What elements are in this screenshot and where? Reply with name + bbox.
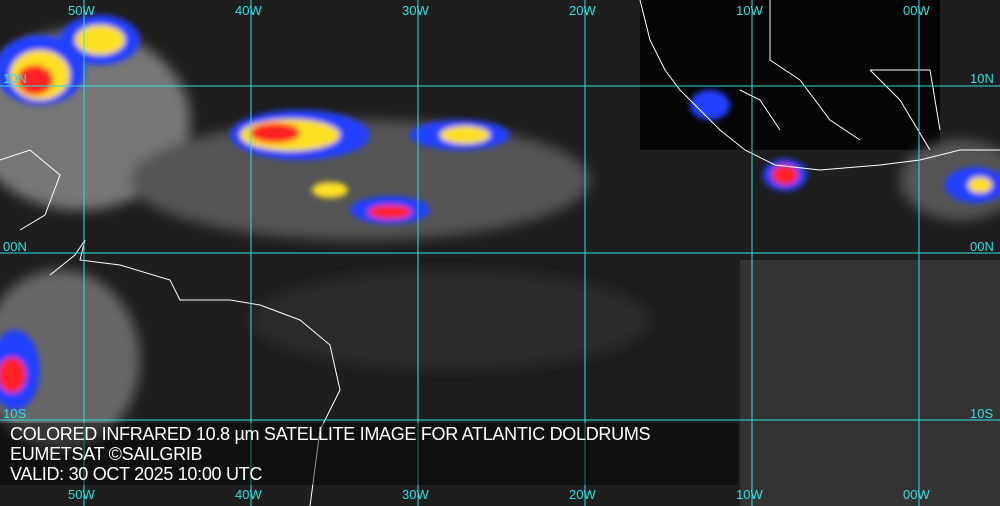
lon-label-bottom: 20W <box>569 487 596 502</box>
lon-label-top: 30W <box>402 3 429 18</box>
image-title: COLORED INFRARED 10.8 µm SATELLITE IMAGE… <box>10 424 651 444</box>
lon-label-bottom: 00W <box>903 487 930 502</box>
lat-label-left: 10S <box>3 406 27 421</box>
lon-label-top: 20W <box>569 3 596 18</box>
lat-label-right: 10S <box>970 406 994 421</box>
valid-time: VALID: 30 OCT 2025 10:00 UTC <box>10 464 263 484</box>
image-credit: EUMETSAT ©SAILGRIB <box>10 444 203 464</box>
lon-label-top: 40W <box>235 3 262 18</box>
lat-label-right: 00N <box>970 239 994 254</box>
caption-box: COLORED INFRARED 10.8 µm SATELLITE IMAGE… <box>0 423 738 485</box>
lon-label-bottom: 50W <box>68 487 95 502</box>
lon-label-bottom: 40W <box>235 487 262 502</box>
lat-label-right: 10N <box>970 71 994 86</box>
lon-label-top: 50W <box>68 3 95 18</box>
lon-label-bottom: 30W <box>402 487 429 502</box>
lat-label-left: 10N <box>3 71 27 86</box>
lon-label-top: 10W <box>736 3 763 18</box>
lon-label-bottom: 10W <box>736 487 763 502</box>
lat-label-left: 00N <box>3 239 27 254</box>
convective-cells <box>0 15 1000 410</box>
lon-label-top: 00W <box>903 3 930 18</box>
